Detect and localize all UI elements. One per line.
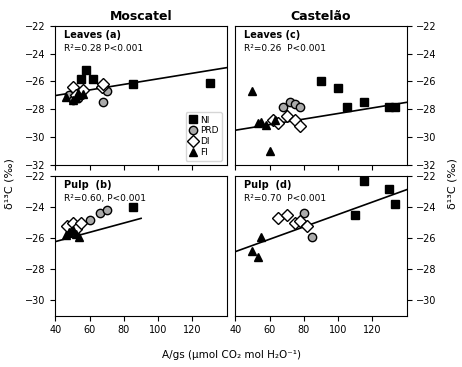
Text: Leaves (a): Leaves (a) xyxy=(64,30,121,40)
Legend: NI, PRD, DI, FI: NI, PRD, DI, FI xyxy=(186,112,222,161)
Text: Pulp  (b): Pulp (b) xyxy=(64,181,112,190)
Title: Castelão: Castelão xyxy=(291,10,351,23)
Text: Pulp  (d): Pulp (d) xyxy=(244,181,292,190)
Text: A/gs (μmol CO₂ mol H₂O⁻¹): A/gs (μmol CO₂ mol H₂O⁻¹) xyxy=(162,350,300,360)
Text: R²=0.70  P<0.001: R²=0.70 P<0.001 xyxy=(244,195,326,203)
Text: δ¹³C (‰): δ¹³C (‰) xyxy=(4,158,14,209)
Text: Leaves (c): Leaves (c) xyxy=(244,30,300,40)
Text: R²=0.28 P<0.001: R²=0.28 P<0.001 xyxy=(64,44,143,53)
Text: R²=0.60, P<0.001: R²=0.60, P<0.001 xyxy=(64,195,146,203)
Title: Moscatel: Moscatel xyxy=(110,10,172,23)
Text: R²=0.26  P<0.001: R²=0.26 P<0.001 xyxy=(244,44,326,53)
Text: δ¹³C (‰): δ¹³C (‰) xyxy=(448,158,458,209)
